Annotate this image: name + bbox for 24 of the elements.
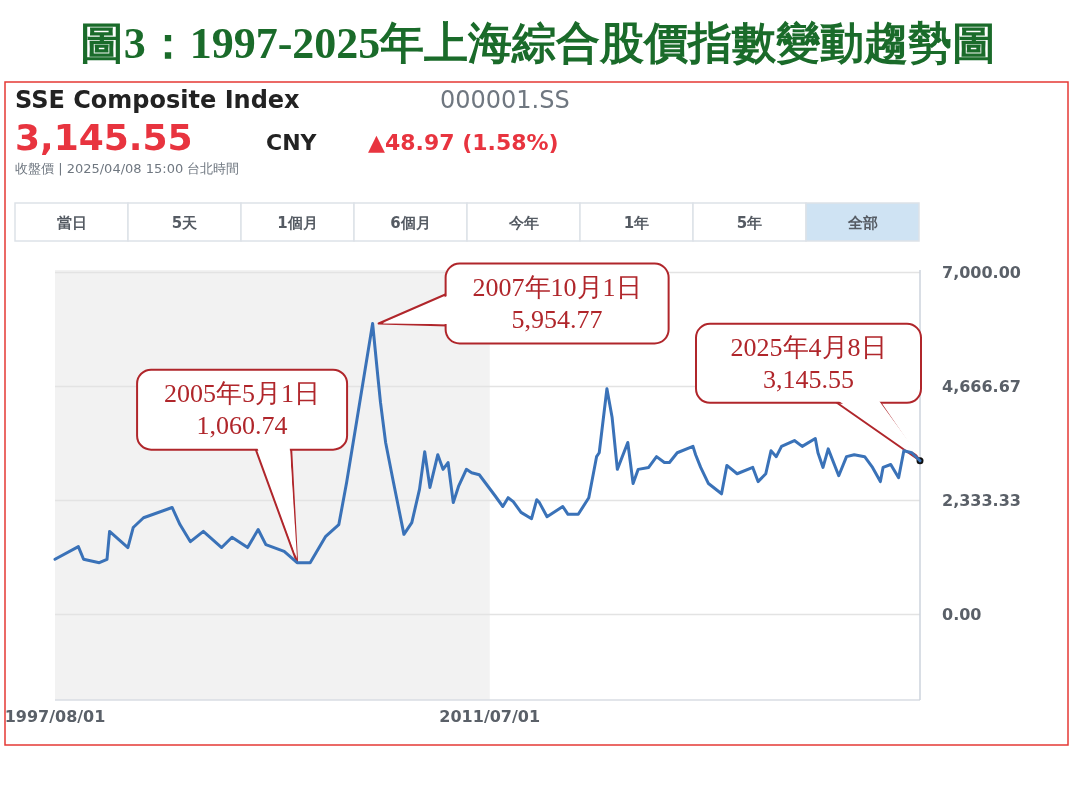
text: CNY (266, 130, 318, 155)
text: 1年 (623, 214, 650, 232)
text: 5天 (171, 214, 199, 232)
x-tick-label: 2011/07/01 (439, 707, 541, 726)
y-tick-label: 2,333.33 (942, 491, 1021, 511)
chart-title: 圖3：1997-2025年上海綜合股價指數變動趨勢圖 (79, 19, 997, 68)
text: 全部 (846, 214, 878, 232)
text: 000001.SS (440, 86, 570, 114)
text: 5年 (736, 214, 763, 232)
y-tick-label: 7,000.00 (942, 263, 1021, 283)
text: ▲48.97 (1.58%) (368, 130, 559, 155)
text: 1個月 (277, 214, 318, 232)
annotation: 2025年4月8日 3,145.55 (730, 332, 887, 394)
text: 6個月 (390, 214, 431, 232)
y-tick-label: 4,666.67 (942, 377, 1021, 397)
annotation: 2007年10月1日 5,954.77 (472, 272, 642, 334)
text: 當日 (56, 214, 87, 232)
text: 收盤價 | 2025/04/08 15:00 台北時間 (15, 161, 240, 176)
y-tick-label: 0.00 (942, 605, 982, 625)
x-tick-label: 1997/08/01 (4, 707, 106, 726)
text: 今年 (507, 214, 539, 232)
text: 3,145.55 (15, 117, 193, 158)
text: SSE Composite Index (15, 86, 301, 114)
annotation: 2005年5月1日 1,060.74 (164, 378, 321, 440)
